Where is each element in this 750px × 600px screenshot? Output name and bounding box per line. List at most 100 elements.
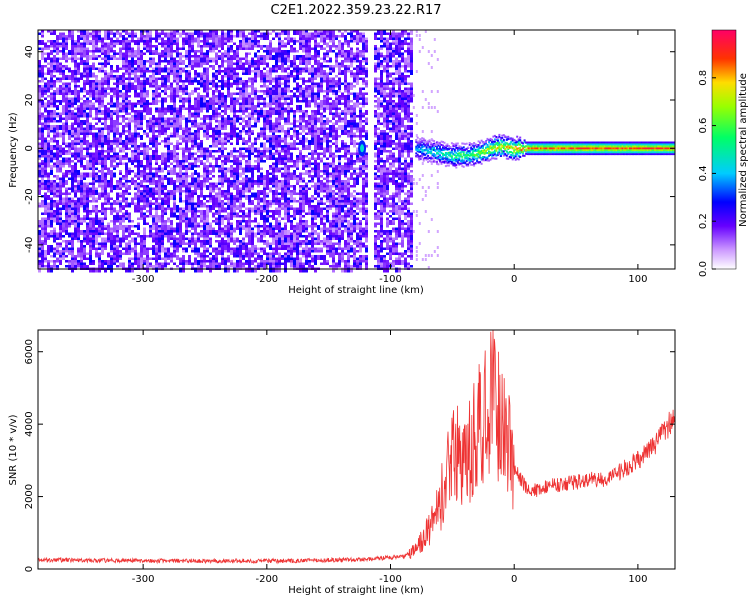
spectrogram-cell xyxy=(272,172,275,175)
spectrogram-cell xyxy=(125,140,128,143)
spectrogram-cell xyxy=(140,262,143,265)
spectrogram-cell xyxy=(92,262,95,265)
spectrogram-cell xyxy=(143,102,146,105)
spectrogram-cell xyxy=(224,82,227,88)
spectrogram-cell xyxy=(173,122,176,125)
spectrogram-cell xyxy=(266,150,269,153)
spectrogram-cell xyxy=(251,82,254,85)
spectrogram-cell xyxy=(236,167,239,173)
spectrogram-cell xyxy=(122,140,125,143)
spectrogram-cell xyxy=(236,165,239,168)
spectrogram-cell xyxy=(140,50,143,53)
spectrogram-cell xyxy=(125,95,128,98)
spectrogram-cell xyxy=(80,180,83,183)
spectrogram-cell xyxy=(248,187,251,190)
spectrogram-cell xyxy=(227,245,230,248)
spectrogram-cell xyxy=(83,137,86,140)
spectrogram-cell xyxy=(215,120,218,123)
spectrogram-cell xyxy=(62,137,65,143)
spectrogram-cell xyxy=(92,52,95,58)
spectrogram-cell xyxy=(110,232,113,235)
spectrogram-cell xyxy=(155,100,158,103)
spectrogram-cell xyxy=(86,212,89,218)
spectrogram-cell xyxy=(260,60,263,63)
spectrogram-cell xyxy=(74,175,77,178)
spectrogram-cell xyxy=(158,245,161,250)
spectrogram-cell xyxy=(161,162,164,165)
spectrogram-cell xyxy=(155,142,158,148)
spectrogram-cell xyxy=(170,167,173,170)
spectrogram-cell xyxy=(245,67,248,73)
spectrogram-cell xyxy=(53,120,56,123)
spectrogram-cell xyxy=(203,62,206,65)
spectrogram-cell xyxy=(206,177,209,183)
spectrogram-cell xyxy=(167,95,170,98)
spectrogram-cell xyxy=(77,190,80,193)
spectrogram-cell xyxy=(188,47,191,50)
spectrogram-cell xyxy=(248,42,251,48)
spectrogram-cell xyxy=(44,107,47,110)
spectrogram-cell xyxy=(227,120,230,125)
spectrogram-cell xyxy=(161,175,164,178)
spectrogram-cell xyxy=(236,65,239,70)
spectrogram-cell xyxy=(176,265,179,268)
spectrogram-cell xyxy=(95,75,98,78)
spectrogram-cell xyxy=(161,132,164,135)
spectrogram-cell xyxy=(191,142,194,145)
spectrogram-cell xyxy=(104,190,107,193)
spectrogram-cell xyxy=(137,172,140,175)
spectrogram-cell xyxy=(185,155,188,160)
spectrogram-cell xyxy=(221,70,224,73)
spectrogram-cell xyxy=(86,190,89,193)
spectrogram-cell xyxy=(146,37,149,40)
spectrogram-cell xyxy=(191,205,194,210)
spectrogram-cell xyxy=(125,42,128,48)
spectrogram-cell xyxy=(128,102,131,105)
spectrogram-cell xyxy=(119,252,122,255)
spectrogram-cell xyxy=(188,210,191,213)
spectrogram-cell xyxy=(65,230,68,235)
spectrogram-cell xyxy=(263,155,266,158)
spectrogram-cell xyxy=(230,82,233,88)
spectrogram-cell xyxy=(266,85,269,88)
spectrogram-cell xyxy=(65,87,68,93)
spectrogram-cell xyxy=(122,195,125,200)
spectrogram-cell xyxy=(56,207,59,210)
spectrogram-cell xyxy=(62,147,65,153)
spectrogram-cell xyxy=(122,252,125,255)
spectrogram-cell xyxy=(230,240,233,243)
spectrogram-cell xyxy=(206,155,209,158)
spectrogram-cell xyxy=(203,95,206,100)
spectrogram-cell xyxy=(221,237,224,243)
spectrogram-cell xyxy=(218,175,221,178)
spectrogram-cell xyxy=(194,262,197,265)
spectrogram-cell xyxy=(50,125,53,130)
spectrogram-cell xyxy=(224,125,227,128)
spectrogram-cell xyxy=(233,215,236,218)
spectrogram-cell xyxy=(146,30,149,33)
spectrogram-cell xyxy=(167,217,170,220)
spectrogram-cell xyxy=(209,170,212,175)
spectrogram-cell xyxy=(215,75,218,80)
spectrogram-cell xyxy=(200,182,203,188)
chart-title: C2E1.2022.359.23.22.R17 xyxy=(270,3,441,18)
spectrogram-cell xyxy=(239,40,242,43)
spectrogram-cell xyxy=(269,127,272,130)
spectrogram-cell xyxy=(224,147,227,150)
spectrogram-cell xyxy=(191,135,194,138)
spectrogram-cell xyxy=(254,260,257,263)
spectrogram-cell xyxy=(272,257,275,260)
spectrogram-cell xyxy=(92,127,95,130)
spectrogram-cell xyxy=(173,242,176,245)
spectrogram-cell xyxy=(59,125,62,130)
spectrogram-cell xyxy=(248,145,251,148)
spectrogram-cell xyxy=(68,117,71,120)
spectrogram-cell xyxy=(272,232,275,235)
spectrogram-cell xyxy=(98,225,101,228)
spectrogram-cell xyxy=(101,232,104,235)
spectrogram-cell xyxy=(206,132,209,135)
spectrogram-cell xyxy=(92,235,95,238)
spectrogram-cell xyxy=(140,152,143,155)
spectrogram-cell xyxy=(245,187,248,193)
spectrogram-cell xyxy=(179,267,182,273)
